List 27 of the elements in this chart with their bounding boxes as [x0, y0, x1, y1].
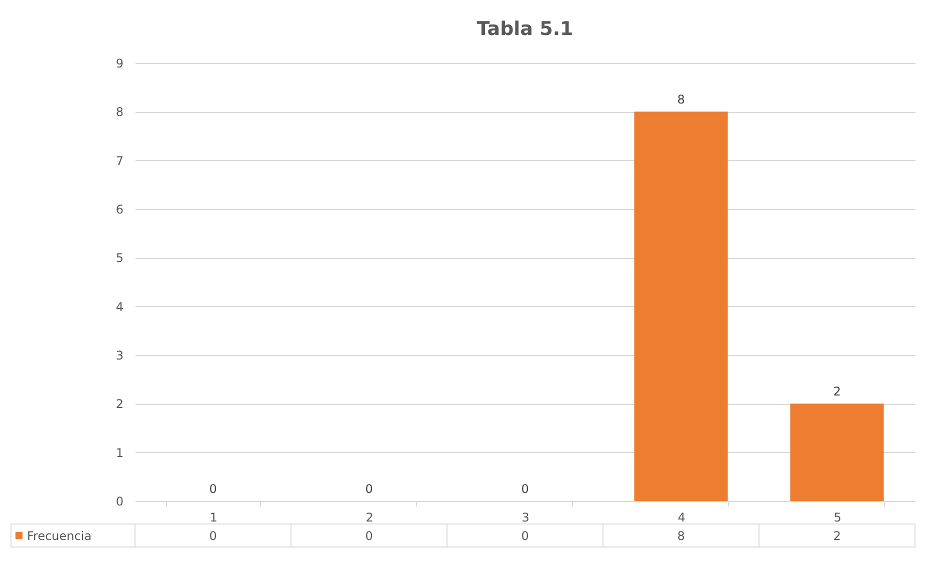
y-tick-label: 1 — [116, 446, 124, 460]
annotation: 0 — [209, 482, 217, 496]
y-tick-label: 4 — [116, 300, 124, 314]
y-tick-label: 2 — [116, 397, 124, 412]
data-label: 0 — [209, 529, 217, 543]
annotation: 8 — [677, 92, 685, 107]
y-tick-label: 0 — [116, 494, 124, 508]
y-tick-label: 5 — [116, 251, 124, 266]
y-tick-label: 8 — [116, 105, 124, 120]
legend-label: Frecuencia — [27, 529, 92, 543]
annotation: 0 — [521, 482, 529, 496]
chart-title: Tabla 5.1 — [476, 18, 574, 40]
data-label: 0 — [365, 529, 373, 543]
y-tick-label: 7 — [116, 154, 124, 168]
x-tick-label: 3 — [522, 510, 530, 524]
x-tick-label: 2 — [366, 510, 374, 524]
y-tick-label: 3 — [116, 348, 124, 362]
y-tick-label: 6 — [116, 202, 124, 216]
data-label: 2 — [833, 529, 841, 543]
x-tick-label: 1 — [210, 510, 218, 524]
data-label: 8 — [677, 529, 685, 543]
annotation: 0 — [365, 482, 373, 496]
data-label: 0 — [521, 529, 529, 543]
annotation: 2 — [833, 384, 841, 399]
x-tick-label: 5 — [834, 510, 842, 524]
y-tick-label: 9 — [116, 56, 124, 70]
x-tick-label: 4 — [678, 510, 686, 524]
